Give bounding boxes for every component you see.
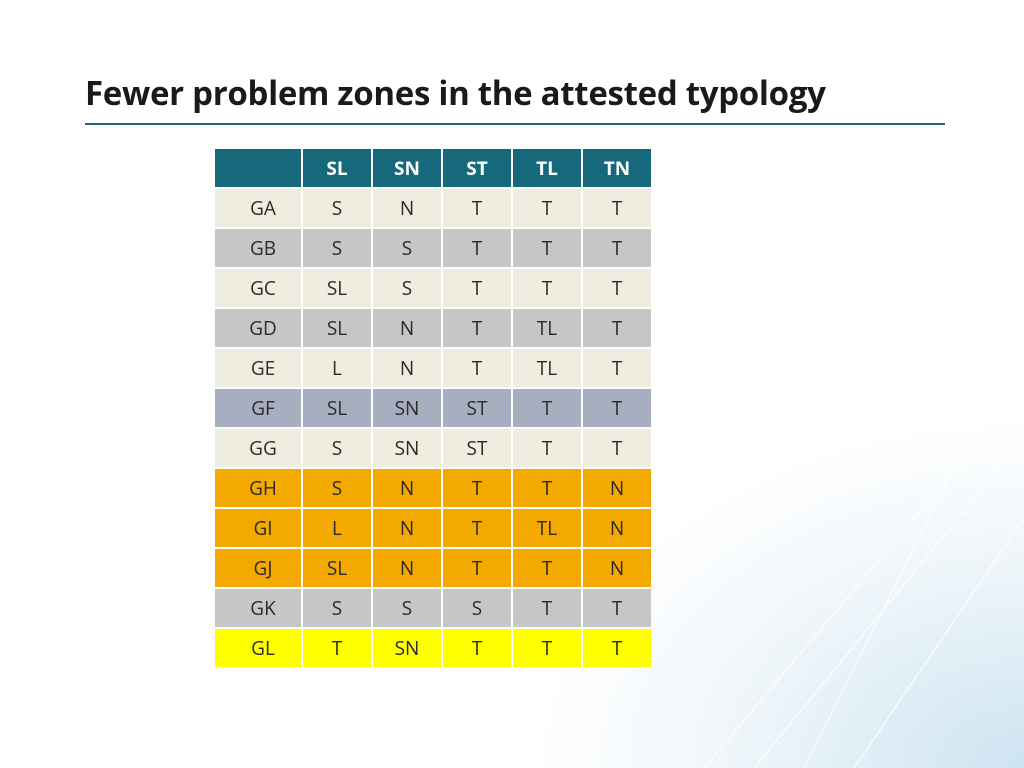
- table-body: GASNTTTGBSSTTTGCSLSTTTGDSLNTTLTGELNTTLTG…: [215, 189, 651, 667]
- table-cell: N: [583, 509, 651, 547]
- row-label: GH: [215, 469, 301, 507]
- table-cell: T: [443, 269, 511, 307]
- table-row: GKSSSTT: [215, 589, 651, 627]
- column-header: TL: [513, 149, 581, 187]
- table-row: GLTSNTTT: [215, 629, 651, 667]
- row-label: GD: [215, 309, 301, 347]
- table-cell: T: [583, 189, 651, 227]
- table-row: GILNTTLN: [215, 509, 651, 547]
- table-cell: S: [303, 229, 371, 267]
- column-header: ST: [443, 149, 511, 187]
- table-cell: SN: [373, 429, 441, 467]
- table-cell: N: [583, 469, 651, 507]
- table-row: GDSLNTTLT: [215, 309, 651, 347]
- table-cell: T: [513, 429, 581, 467]
- table-cell: N: [373, 549, 441, 587]
- table-header: SLSNSTTLTN: [215, 149, 651, 187]
- row-label: GA: [215, 189, 301, 227]
- table-cell: N: [373, 469, 441, 507]
- table-cell: T: [513, 469, 581, 507]
- table-cell: T: [583, 589, 651, 627]
- table-cell: SL: [303, 549, 371, 587]
- row-label: GL: [215, 629, 301, 667]
- table-cell: T: [443, 469, 511, 507]
- title-underline: [85, 123, 945, 125]
- table-cell: ST: [443, 429, 511, 467]
- table-cell: T: [513, 229, 581, 267]
- table-cell: T: [513, 629, 581, 667]
- row-label: GF: [215, 389, 301, 427]
- table-cell: TL: [513, 349, 581, 387]
- table-cell: T: [443, 229, 511, 267]
- table-cell: SN: [373, 389, 441, 427]
- column-header: SN: [373, 149, 441, 187]
- table-row: GBSSTTT: [215, 229, 651, 267]
- table-cell: T: [443, 309, 511, 347]
- table-cell: S: [303, 469, 371, 507]
- table-cell: T: [583, 629, 651, 667]
- table-cell: N: [373, 509, 441, 547]
- table-cell: T: [583, 389, 651, 427]
- table-cell: S: [303, 189, 371, 227]
- table-cell: S: [303, 589, 371, 627]
- table-cell: T: [583, 269, 651, 307]
- table-cell: SL: [303, 269, 371, 307]
- row-label: GJ: [215, 549, 301, 587]
- table-cell: T: [583, 309, 651, 347]
- table-cell: S: [303, 429, 371, 467]
- table-cell: TL: [513, 309, 581, 347]
- table-row: GGSSNSTTT: [215, 429, 651, 467]
- table-row: GCSLSTTT: [215, 269, 651, 307]
- table-cell: N: [373, 349, 441, 387]
- row-label: GI: [215, 509, 301, 547]
- table-cell: SL: [303, 309, 371, 347]
- table-cell: T: [583, 229, 651, 267]
- table-cell: T: [513, 589, 581, 627]
- table-cell: T: [583, 349, 651, 387]
- row-label: GB: [215, 229, 301, 267]
- row-label: GG: [215, 429, 301, 467]
- table-cell: S: [373, 269, 441, 307]
- table-row: GASNTTT: [215, 189, 651, 227]
- table-cell: N: [583, 549, 651, 587]
- row-label: GK: [215, 589, 301, 627]
- column-header: TN: [583, 149, 651, 187]
- table-cell: T: [513, 189, 581, 227]
- column-header: SL: [303, 149, 371, 187]
- table-cell: T: [443, 629, 511, 667]
- table-cell: S: [443, 589, 511, 627]
- header-corner: [215, 149, 301, 187]
- table-cell: N: [373, 309, 441, 347]
- table-cell: L: [303, 509, 371, 547]
- table-row: GHSNTTN: [215, 469, 651, 507]
- table-cell: SL: [303, 389, 371, 427]
- row-label: GE: [215, 349, 301, 387]
- table-cell: N: [373, 189, 441, 227]
- table-cell: T: [443, 549, 511, 587]
- table-row: GJSLNTTN: [215, 549, 651, 587]
- table-cell: T: [443, 509, 511, 547]
- table-cell: T: [443, 189, 511, 227]
- table-cell: S: [373, 589, 441, 627]
- table-cell: T: [513, 389, 581, 427]
- table-cell: TL: [513, 509, 581, 547]
- table-cell: S: [373, 229, 441, 267]
- table-cell: T: [303, 629, 371, 667]
- table-cell: T: [513, 549, 581, 587]
- table-row: GFSLSNSTTT: [215, 389, 651, 427]
- table-cell: T: [583, 429, 651, 467]
- table-cell: T: [513, 269, 581, 307]
- table-cell: T: [443, 349, 511, 387]
- table-row: GELNTTLT: [215, 349, 651, 387]
- page-title: Fewer problem zones in the attested typo…: [85, 70, 964, 115]
- table-cell: SN: [373, 629, 441, 667]
- row-label: GC: [215, 269, 301, 307]
- typology-table: SLSNSTTLTN GASNTTTGBSSTTTGCSLSTTTGDSLNTT…: [213, 147, 653, 669]
- table-cell: ST: [443, 389, 511, 427]
- table-cell: L: [303, 349, 371, 387]
